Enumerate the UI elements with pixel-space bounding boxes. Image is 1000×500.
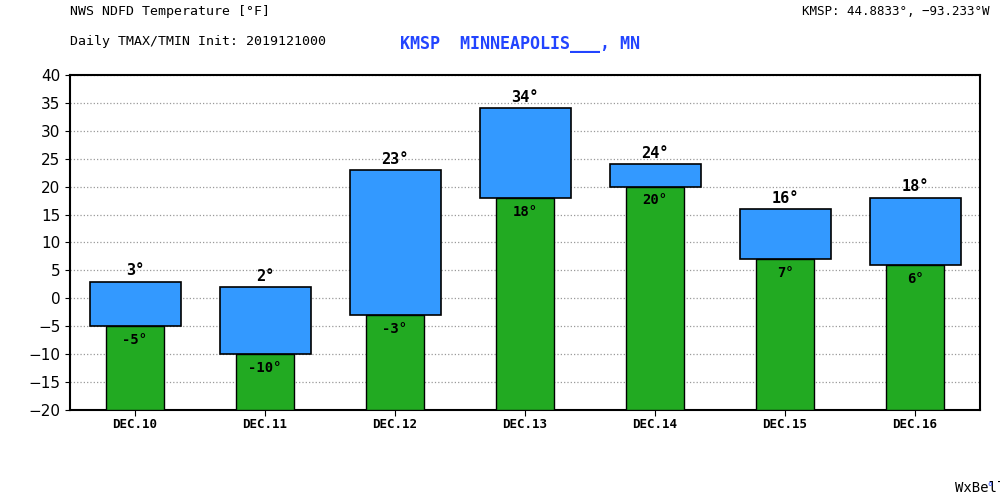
Bar: [350, 170, 440, 315]
Text: Daily TMAX/TMIN Init: 2019121000: Daily TMAX/TMIN Init: 2019121000: [70, 35, 326, 48]
Text: WxBell: WxBell: [955, 481, 1000, 495]
Text: -10°: -10°: [248, 361, 282, 375]
Text: KMSP  MINNEAPOLIS___, MN: KMSP MINNEAPOLIS___, MN: [400, 35, 640, 53]
Bar: [366, 315, 424, 410]
Text: NWS NDFD Temperature [°F]: NWS NDFD Temperature [°F]: [70, 5, 270, 18]
Text: 3°: 3°: [126, 263, 144, 278]
Text: 18°: 18°: [512, 204, 538, 218]
Text: °: °: [986, 482, 993, 492]
Bar: [496, 198, 554, 410]
Text: 2°: 2°: [256, 269, 274, 284]
Bar: [610, 164, 700, 186]
Text: 34°: 34°: [511, 90, 539, 105]
Bar: [480, 108, 570, 198]
Bar: [886, 265, 944, 410]
Bar: [220, 287, 310, 354]
Text: -3°: -3°: [382, 322, 408, 336]
Bar: [756, 259, 814, 410]
Bar: [740, 209, 830, 259]
Text: 18°: 18°: [901, 180, 929, 194]
Text: 16°: 16°: [771, 190, 799, 206]
Bar: [90, 282, 180, 326]
Text: -5°: -5°: [122, 333, 148, 347]
Bar: [236, 354, 294, 410]
Text: 24°: 24°: [641, 146, 669, 161]
Text: 20°: 20°: [642, 194, 668, 207]
Text: 23°: 23°: [381, 152, 409, 166]
Text: 6°: 6°: [907, 272, 923, 285]
Bar: [626, 186, 684, 410]
Bar: [870, 198, 960, 265]
Text: KMSP: 44.8833°, −93.233°W: KMSP: 44.8833°, −93.233°W: [802, 5, 990, 18]
Text: 7°: 7°: [777, 266, 793, 280]
Bar: [106, 326, 164, 410]
